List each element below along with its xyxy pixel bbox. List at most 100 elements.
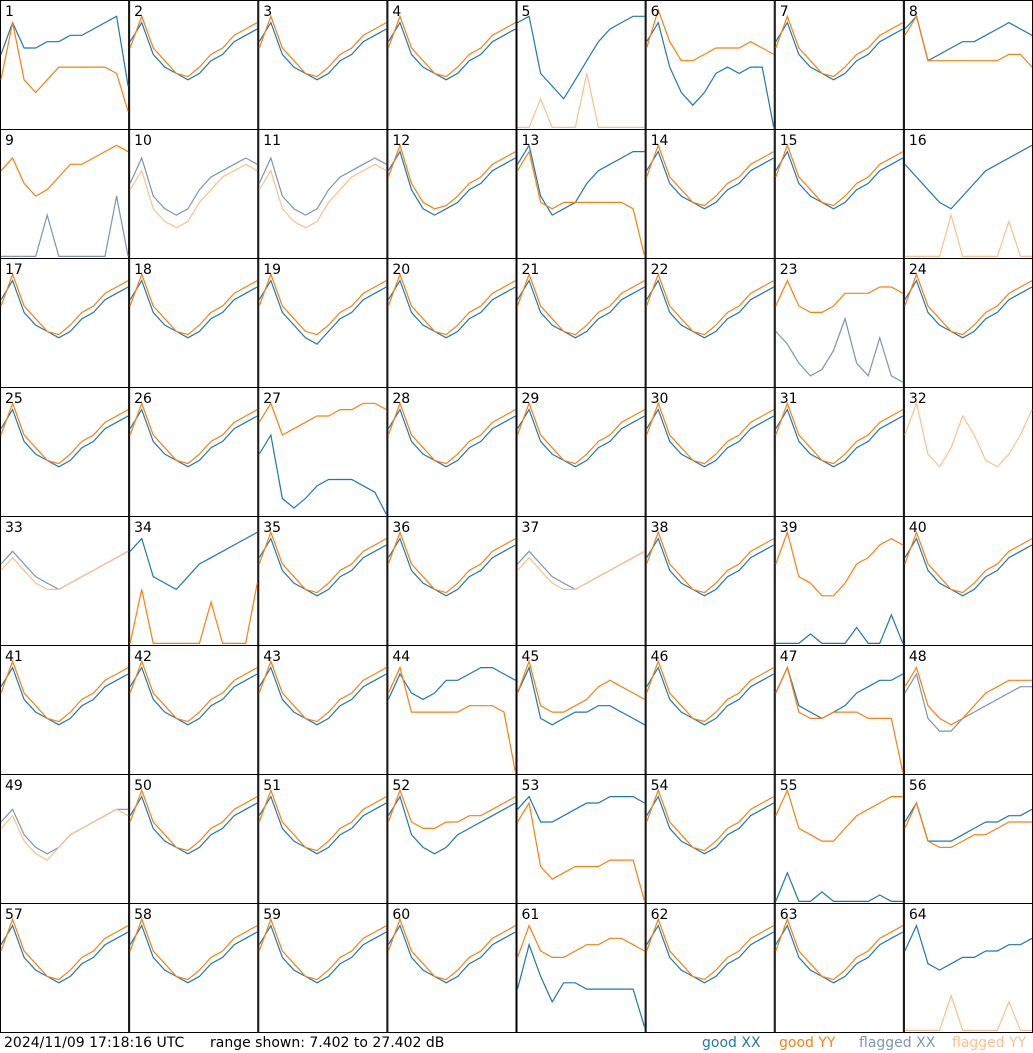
spectrum-line xyxy=(775,408,904,468)
panel-border xyxy=(129,516,259,646)
spectrum-line xyxy=(258,21,387,81)
panel-title: 32 xyxy=(909,391,927,407)
panel-title: 61 xyxy=(522,907,540,923)
panel-title: 41 xyxy=(5,649,23,665)
legend-entry: good YY xyxy=(779,1035,836,1051)
panel: 17 xyxy=(0,258,130,388)
panel-title: 46 xyxy=(651,649,669,665)
panel-title: 53 xyxy=(522,778,540,794)
panel-border xyxy=(645,129,775,259)
panel-border xyxy=(129,903,259,1033)
spectrum-line xyxy=(1,195,129,258)
spectrum-line xyxy=(129,924,258,984)
panel-border xyxy=(903,645,1033,775)
panel: 37 xyxy=(516,516,646,646)
panel-title: 50 xyxy=(134,778,152,794)
spectrum-line xyxy=(129,156,258,216)
spectrum-line xyxy=(775,150,904,210)
panel-title: 12 xyxy=(392,133,410,149)
panel-border xyxy=(387,0,517,130)
spectrum-line xyxy=(0,550,129,591)
panel-title: 31 xyxy=(780,391,798,407)
spectrum-line xyxy=(775,401,904,465)
spectrum-line xyxy=(0,808,129,861)
panel: 36 xyxy=(387,516,517,646)
panel: 24 xyxy=(903,258,1033,388)
spectrum-line xyxy=(258,156,387,216)
panel-border xyxy=(645,774,775,904)
panel: 33 xyxy=(0,516,130,646)
spectrum-line xyxy=(258,433,387,515)
spectrum-line xyxy=(129,788,258,852)
panel: 2 xyxy=(129,0,259,130)
panel-title: 42 xyxy=(134,649,152,665)
panel-border xyxy=(0,387,130,517)
panel-border xyxy=(774,387,904,517)
spectrum-line xyxy=(387,150,516,216)
panel-title: 39 xyxy=(780,520,798,536)
panel: 16 xyxy=(903,129,1033,259)
spectrum-line xyxy=(904,923,1033,971)
spectrum-line xyxy=(129,272,258,336)
panel-border xyxy=(645,516,775,646)
spectrum-line xyxy=(258,14,387,78)
panel: 57 xyxy=(0,903,130,1033)
spectrum-line xyxy=(0,659,129,723)
spectrum-line xyxy=(775,316,904,383)
panel-border xyxy=(387,387,517,517)
spectrum-line xyxy=(0,272,129,336)
spectrum-line xyxy=(387,537,516,597)
panel-border xyxy=(387,129,517,259)
panel: 20 xyxy=(387,258,517,388)
spectrum-line xyxy=(904,144,1033,210)
panel-border xyxy=(0,903,130,1033)
panel-border xyxy=(387,516,517,646)
panel-border xyxy=(258,129,388,259)
panel-border xyxy=(774,645,904,775)
panel: 52 xyxy=(387,774,517,904)
panel-border xyxy=(129,258,259,388)
spectrum-line xyxy=(904,279,1033,339)
spectrum-line xyxy=(646,21,775,128)
panel-border xyxy=(645,903,775,1033)
panel: 53 xyxy=(516,774,646,904)
spectrum-line xyxy=(517,73,645,129)
spectrum-line xyxy=(516,801,646,902)
spectrum-line xyxy=(129,666,258,726)
spectrum-line xyxy=(387,665,517,773)
panel-border xyxy=(258,387,388,517)
panel: 8 xyxy=(903,0,1033,130)
spectrum-line xyxy=(516,401,645,465)
panel-title: 11 xyxy=(263,133,281,149)
spectrum-line xyxy=(129,408,258,468)
panel-border xyxy=(903,0,1033,130)
panel-title: 33 xyxy=(5,520,23,536)
spectrum-line xyxy=(258,924,387,984)
panel-border xyxy=(774,258,904,388)
spectrum-line xyxy=(387,401,516,465)
spectrum-line xyxy=(646,143,775,207)
spectrum-line xyxy=(258,795,387,855)
panel: 4 xyxy=(387,0,517,130)
panel-border xyxy=(258,774,388,904)
panel-border xyxy=(645,0,775,130)
spectrum-line xyxy=(258,401,387,436)
panel-title: 47 xyxy=(780,649,798,665)
panel-border xyxy=(516,258,646,388)
spectrum-line xyxy=(0,279,129,339)
spectrum-line xyxy=(775,14,904,78)
panel-border xyxy=(387,903,517,1033)
spectrum-line xyxy=(904,212,1032,258)
panel-title: 40 xyxy=(909,520,927,536)
panel-border xyxy=(0,774,130,904)
spectrum-line xyxy=(775,530,904,597)
spectrum-line xyxy=(258,659,387,723)
panel-title: 19 xyxy=(263,262,281,278)
spectrum-line xyxy=(129,659,258,723)
spectrum-line xyxy=(775,924,904,984)
spectrum-line xyxy=(646,795,775,855)
spectrum-line xyxy=(387,530,516,594)
panel-border xyxy=(387,774,517,904)
panel: 21 xyxy=(516,258,646,388)
panel-title: 60 xyxy=(392,907,410,923)
